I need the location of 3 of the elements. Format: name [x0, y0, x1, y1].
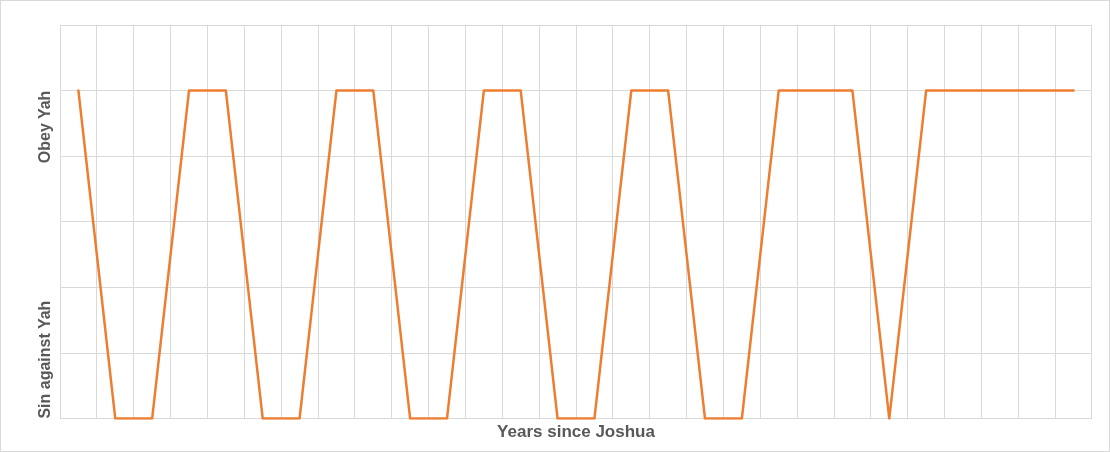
text: Sin against Yah — [36, 300, 54, 419]
x-axis-title: Years since Joshua — [497, 422, 656, 442]
text: Obey Yah — [36, 90, 54, 164]
